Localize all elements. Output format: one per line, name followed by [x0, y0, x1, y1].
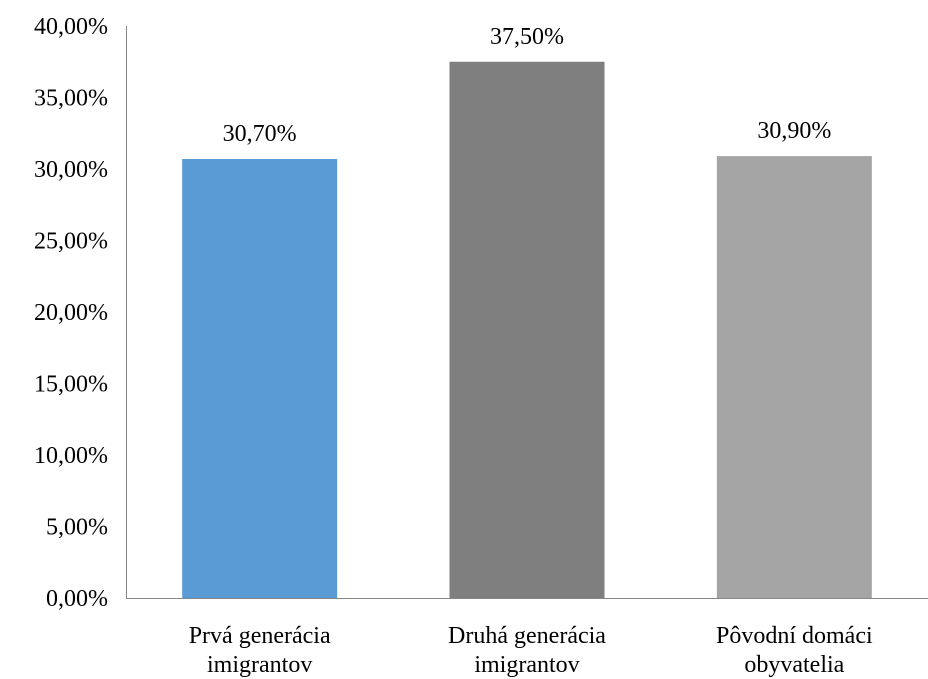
x-tick-label: Pôvodní domáci obyvatelia — [716, 623, 873, 678]
y-tick-label: 0,00% — [46, 586, 108, 612]
data-label: 30,90% — [757, 118, 831, 144]
data-labels: 30,70% 37,50% 30,90% — [223, 24, 832, 147]
y-tick-label: 10,00% — [34, 443, 108, 469]
y-tick-label: 40,00% — [34, 14, 108, 40]
bars — [182, 61, 872, 599]
bar — [716, 156, 872, 598]
y-tick-label: 15,00% — [34, 372, 108, 398]
y-axis-ticks: 0,00% 5,00% 10,00% 15,00% 20,00% 25,00% 30,00%… — [34, 14, 108, 612]
y-tick-label: 20,00% — [34, 300, 108, 326]
data-label: 30,70% — [223, 121, 297, 147]
x-tick-label: Prvá generácia imigrantov — [189, 623, 331, 678]
data-label: 37,50% — [490, 24, 564, 50]
y-tick-label: 5,00% — [46, 515, 108, 541]
y-tick-label: 30,00% — [34, 157, 108, 183]
y-tick-label: 35,00% — [34, 86, 108, 112]
category-labels: Prvá generácia imigrantov Druhá generácia i… — [189, 623, 873, 678]
y-tick-label: 25,00% — [34, 229, 108, 255]
bar — [449, 61, 605, 598]
bar — [182, 158, 338, 599]
x-tick-label: Druhá generácia imigrantov — [448, 623, 606, 678]
